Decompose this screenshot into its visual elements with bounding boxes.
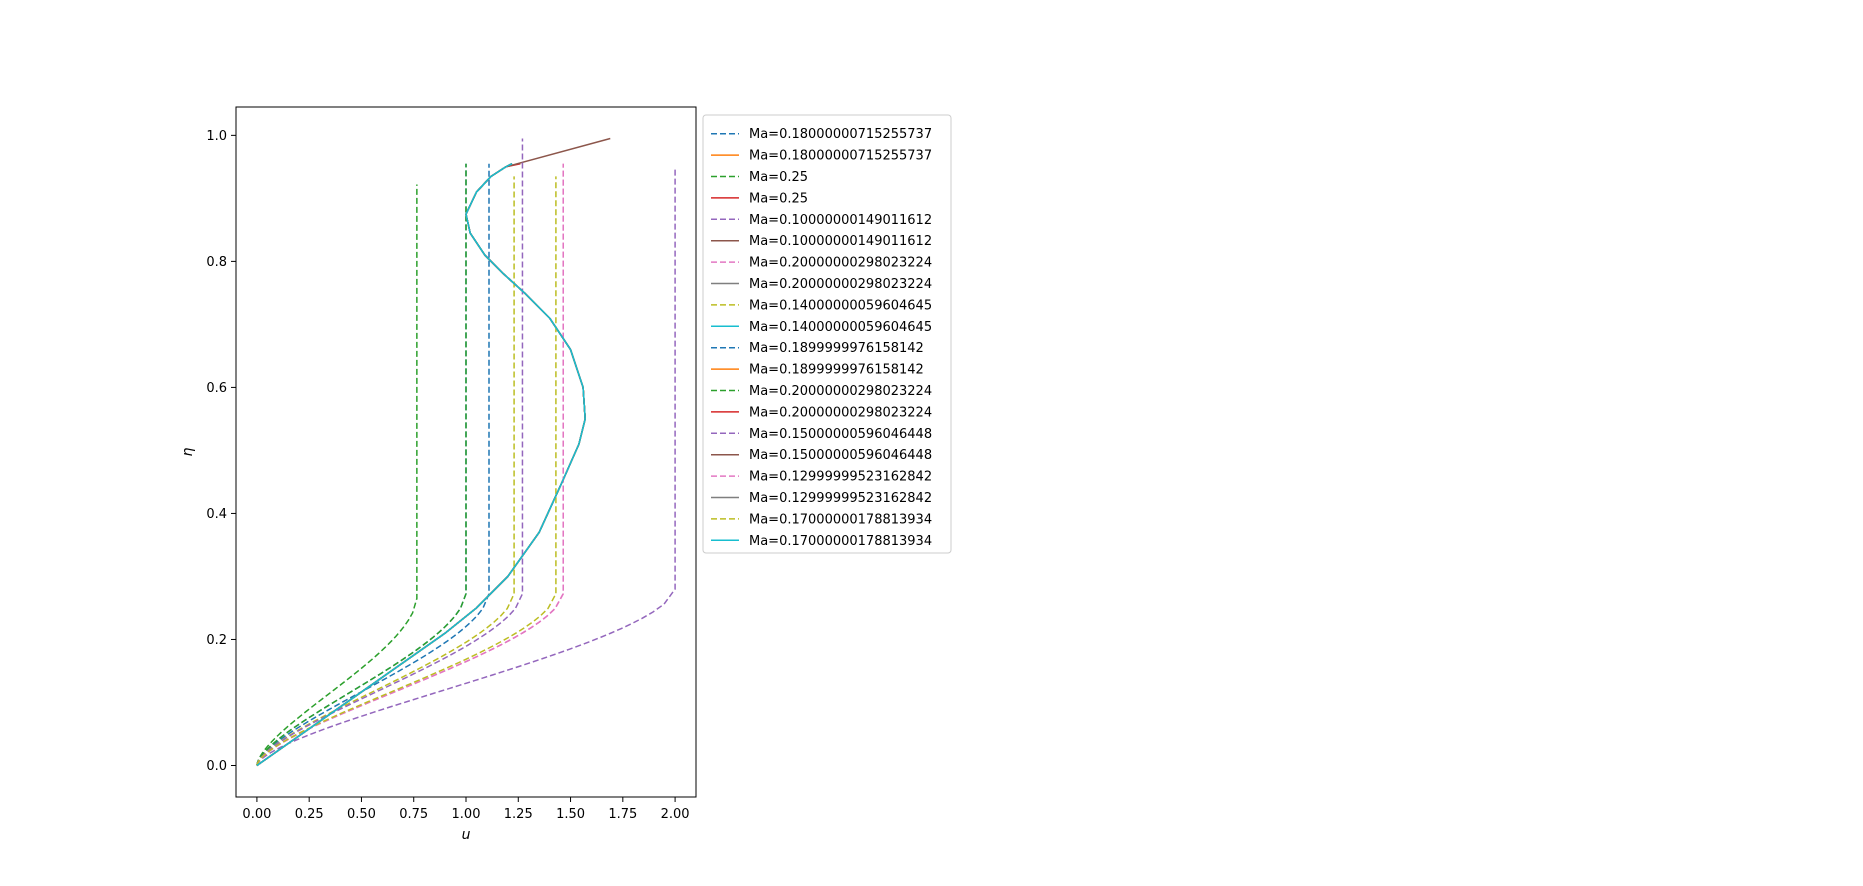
legend-label: Ma=0.14000000059604645 (749, 298, 932, 313)
legend-label: Ma=0.15000000596046448 (749, 448, 932, 463)
x-tick-label: 1.50 (556, 807, 585, 822)
legend-label: Ma=0.1899999976158142 (749, 341, 924, 356)
plot-area (256, 137, 676, 767)
x-tick-label: 0.75 (399, 807, 428, 822)
y-axis-label: η (180, 447, 196, 456)
y-tick-label: 1.0 (206, 129, 227, 144)
legend-label: Ma=0.15000000596046448 (749, 427, 932, 442)
x-axis: 0.00 0.25 0.50 0.75 1.00 1.25 1.50 1.75 2.00 (242, 797, 690, 822)
legend-label: Ma=0.10000000149011612 (749, 234, 932, 249)
solid-series-line-9 (256, 163, 586, 767)
solid-series-line-15 (256, 163, 586, 767)
y-tick-label: 0.4 (206, 507, 227, 522)
x-tick-label: 2.00 (661, 807, 690, 822)
legend-label: Ma=0.20000000298023224 (749, 405, 932, 420)
legend: Ma=0.18000000715255737 Ma=0.1800000071525… (702, 114, 952, 554)
dashed-series-line-8 (256, 176, 515, 766)
y-tick-label: 0.8 (206, 255, 227, 270)
x-tick-label: 1.75 (608, 807, 637, 822)
dashed-series-line-12 (256, 163, 467, 766)
dashed-series-line-0 (256, 163, 490, 766)
legend-label: Ma=0.20000000298023224 (749, 256, 932, 271)
x-tick-label: 0.25 (295, 807, 324, 822)
legend-label: Ma=0.20000000298023224 (749, 384, 932, 399)
solid-series-line-17 (256, 163, 586, 767)
solid-series-line-3 (256, 162, 586, 767)
dashed-series-line-4 (256, 166, 676, 766)
x-tick-label: 0.50 (347, 807, 376, 822)
solid-series-line-5 (256, 137, 611, 767)
legend-label: Ma=0.17000000178813934 (749, 512, 932, 527)
legend-box (702, 114, 952, 554)
y-tick-label: 0.0 (206, 759, 227, 774)
x-tick-label: 0.00 (242, 807, 271, 822)
y-axis: 0.0 0.2 0.4 0.6 0.8 1.0 (206, 129, 236, 774)
dashed-series-line-16 (256, 163, 564, 766)
solid-series-line-11 (256, 163, 586, 767)
dashed-series-line-14 (256, 138, 524, 766)
legend-label: Ma=0.14000000059604645 (749, 320, 932, 335)
dashed-series-line-6 (256, 163, 564, 766)
x-tick-label: 1.00 (452, 807, 481, 822)
solid-series-line-13 (256, 163, 586, 767)
y-tick-label: 0.6 (206, 381, 227, 396)
legend-label: Ma=0.20000000298023224 (749, 277, 932, 292)
solid-series-line-19 (256, 163, 586, 767)
x-tick-label: 1.25 (504, 807, 533, 822)
x-axis-label: u (462, 827, 471, 843)
legend-label: Ma=0.12999999523162842 (749, 491, 932, 506)
legend-label: Ma=0.1899999976158142 (749, 363, 924, 378)
legend-label: Ma=0.18000000715255737 (749, 127, 932, 142)
y-tick-label: 0.2 (206, 633, 227, 648)
legend-label: Ma=0.10000000149011612 (749, 213, 932, 228)
solid-series-line-7 (256, 163, 586, 767)
legend-label: Ma=0.12999999523162842 (749, 470, 932, 485)
legend-label: Ma=0.18000000715255737 (749, 149, 932, 164)
solid-series-line-1 (256, 163, 586, 767)
legend-label: Ma=0.25 (749, 170, 808, 185)
legend-label: Ma=0.17000000178813934 (749, 534, 932, 549)
dashed-series-line-18 (256, 176, 557, 766)
legend-label: Ma=0.25 (749, 191, 808, 206)
dashed-series-line-2 (256, 184, 418, 766)
